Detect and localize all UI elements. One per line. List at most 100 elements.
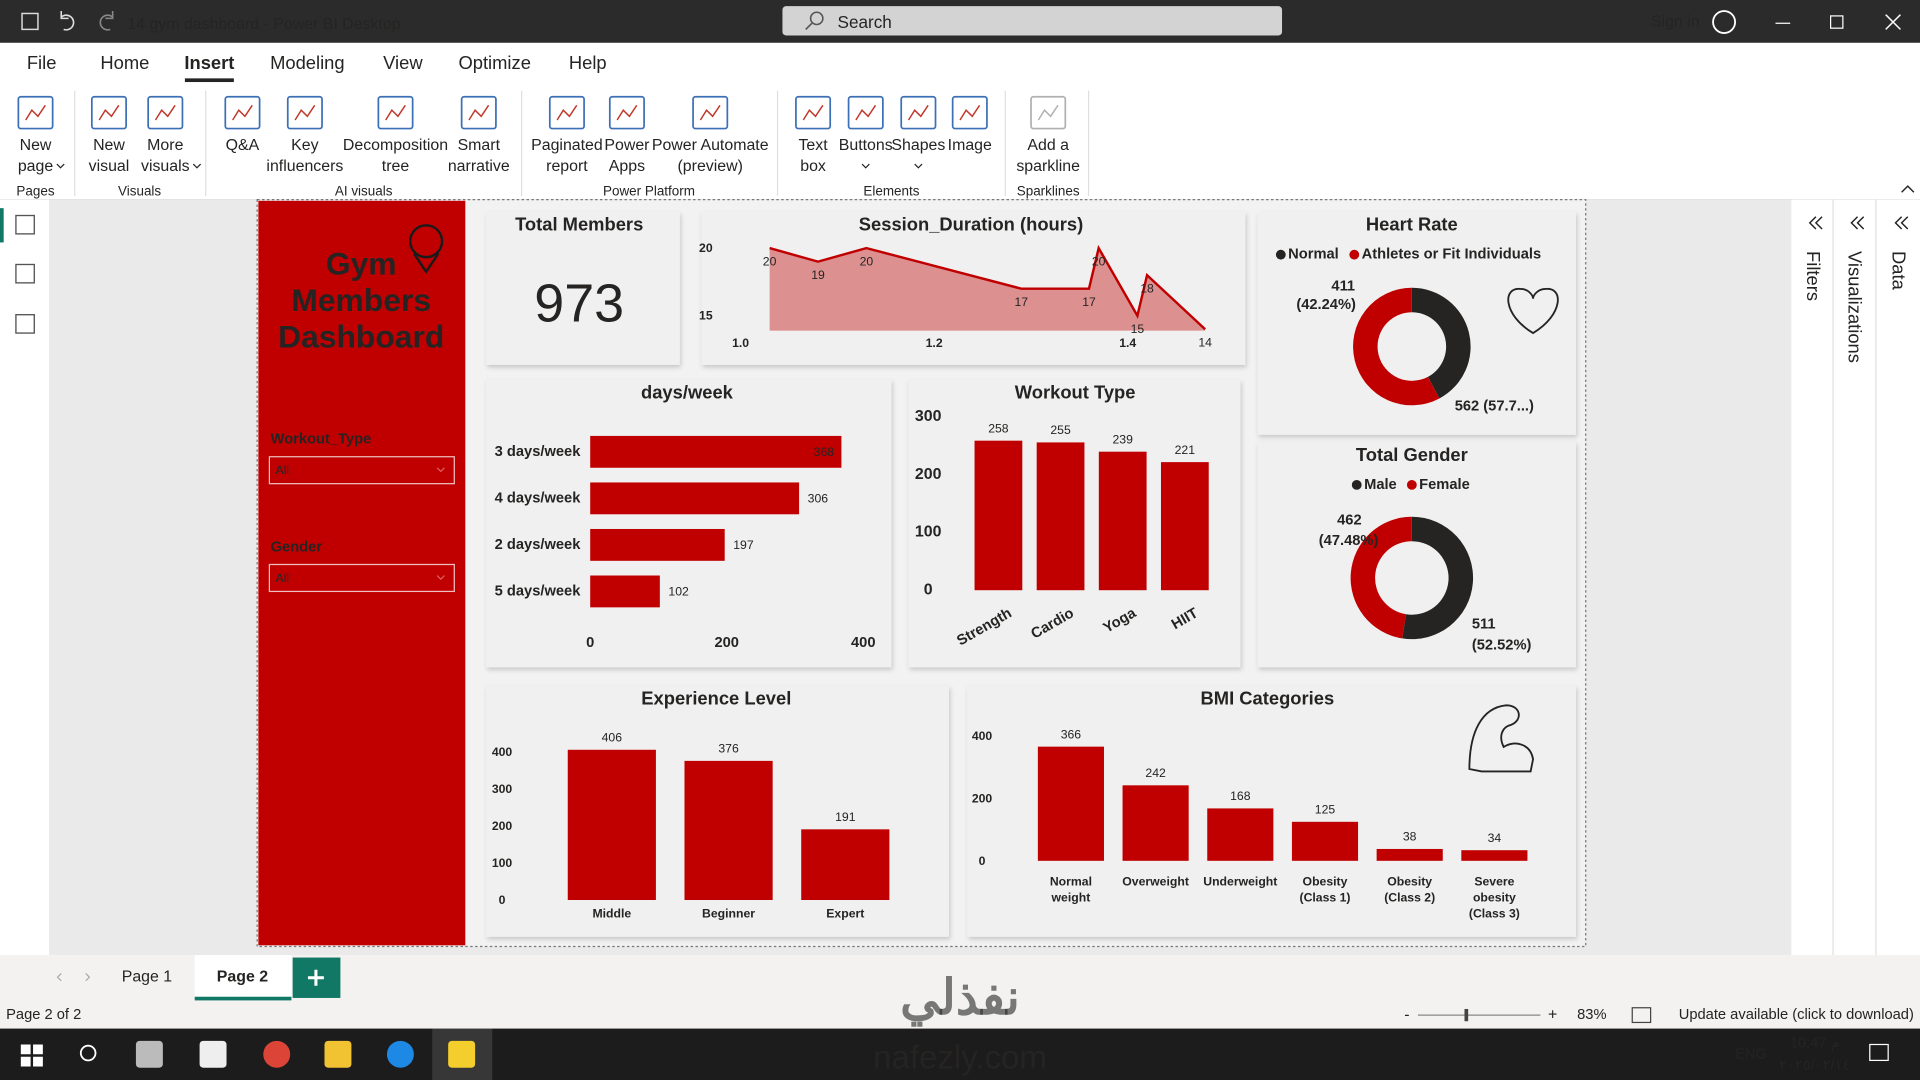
page-tab[interactable]: Page 1 (122, 969, 173, 986)
taskbar-app[interactable] (135, 1040, 163, 1068)
data-label: 462 (47.48%) (1319, 512, 1379, 549)
ribbon-button-label[interactable]: visuals (141, 158, 190, 175)
ribbon-button-label[interactable]: narrative (448, 158, 510, 175)
sign-in[interactable]: Sign in (1651, 14, 1700, 31)
chart-title: Total Gender (1356, 444, 1468, 465)
category-label: 3 days/week (495, 444, 582, 460)
fit-page[interactable] (1631, 1007, 1652, 1024)
taskbar-app[interactable] (448, 1040, 476, 1068)
ribbon-button-label[interactable]: Image (948, 137, 992, 154)
sidebar (258, 200, 466, 946)
notifications[interactable] (1869, 1043, 1889, 1062)
ribbon-group-label: Pages (16, 184, 54, 199)
ribbon-button-label[interactable]: New (93, 137, 125, 154)
ribbon-button-label[interactable]: page (18, 158, 54, 175)
donut-slice (1350, 516, 1412, 639)
ribbon-button-label[interactable]: Power Automate (652, 137, 769, 154)
ribbon-button-label[interactable]: Shapes (891, 137, 945, 154)
data-label: 562 (57.7...) (1455, 399, 1534, 415)
y-tick-label: 400 (492, 745, 513, 759)
pane-expand[interactable] (1850, 216, 1865, 230)
ribbon-button-label[interactable]: More (147, 137, 183, 154)
bar (1098, 451, 1147, 591)
nav-icon[interactable] (15, 314, 35, 334)
pane-label[interactable]: Visualizations (1845, 251, 1866, 363)
slicer-value: All (276, 571, 290, 585)
ribbon-button-label[interactable]: report (546, 158, 588, 175)
slicer-dropdown[interactable] (268, 456, 455, 485)
ribbon-button-label[interactable]: Apps (609, 158, 645, 175)
menu-item[interactable]: Help (569, 52, 607, 73)
menu-item[interactable]: Modeling (270, 52, 345, 73)
ribbon-button-label[interactable]: Q&A (226, 137, 260, 154)
category-label: 5 days/week (495, 583, 582, 599)
tab-nav[interactable] (56, 973, 91, 982)
ribbon-icon (1030, 95, 1067, 130)
pane-label[interactable]: Filters (1803, 251, 1824, 301)
menu-item[interactable]: File (27, 52, 57, 73)
ribbon-button-label[interactable]: New (20, 137, 52, 154)
pane-expand[interactable] (1808, 216, 1823, 230)
zoom-in[interactable]: + (1548, 1007, 1557, 1024)
data-label: 406 (602, 731, 623, 745)
slicer-dropdown[interactable] (268, 563, 455, 593)
ribbon-button-label[interactable]: influencers (266, 158, 343, 175)
ribbon-button-label[interactable]: Paginated (531, 137, 603, 154)
slicer-chevron (436, 467, 445, 473)
update-notice[interactable]: Update available (click to download) (1679, 1007, 1914, 1023)
ribbon-button-label[interactable]: Power (604, 137, 650, 154)
taskbar-app[interactable] (324, 1040, 352, 1068)
start-button[interactable] (20, 1044, 43, 1067)
category-label: Overweight (1122, 875, 1189, 889)
area-line (769, 244, 1206, 331)
taskbar-app[interactable] (263, 1040, 291, 1068)
ribbon-group-label: AI visuals (335, 184, 393, 199)
category-label: Normal weight (1050, 875, 1092, 905)
ribbon-icon-detail (556, 104, 578, 121)
search-box[interactable] (782, 6, 1283, 36)
data-label: 191 (835, 810, 856, 824)
ribbon-button-label[interactable]: Text (798, 137, 828, 154)
pane-expand[interactable] (1894, 216, 1909, 230)
collapse-ribbon[interactable] (1901, 185, 1915, 193)
category-label: Middle (592, 906, 631, 920)
page-tab[interactable]: Page 2 (217, 969, 268, 986)
ribbon (0, 42, 1920, 200)
taskbar-app[interactable] (199, 1040, 227, 1068)
menu-item[interactable]: Home (100, 52, 149, 73)
data-label: 17 (1014, 295, 1028, 309)
slicer-label: Workout_Type (271, 432, 372, 448)
slicer-value: All (276, 463, 290, 477)
search-taskbar[interactable] (79, 1044, 97, 1062)
ribbon-button-label[interactable]: visual (89, 158, 130, 175)
x-tick-label: 400 (851, 635, 876, 651)
y-tick-label: 15 (699, 309, 713, 323)
zoom-thumb[interactable] (1464, 1008, 1469, 1022)
data-label: 34 (1488, 831, 1502, 845)
taskbar-app[interactable] (386, 1040, 414, 1068)
ribbon-button-label[interactable]: Buttons (839, 137, 893, 154)
data-label: 366 (1061, 727, 1082, 741)
close[interactable] (1885, 14, 1901, 30)
zoom-out[interactable]: - (1404, 1007, 1409, 1024)
bar (974, 440, 1023, 591)
ribbon-button-label[interactable]: Smart (458, 137, 501, 154)
menu-item[interactable]: View (383, 52, 423, 73)
ribbon-button-label[interactable]: tree (382, 158, 410, 175)
right-panes (1791, 199, 1920, 956)
ribbon-button-label[interactable]: Key (291, 137, 318, 154)
nav-icon[interactable] (15, 214, 35, 235)
menu-item[interactable]: Insert (184, 52, 234, 73)
ribbon-button-label[interactable]: (preview) (678, 158, 743, 175)
menu-item[interactable]: Optimize (458, 52, 530, 73)
ribbon-icon (900, 95, 937, 130)
ribbon-button-label[interactable]: Decomposition (343, 137, 448, 154)
restore[interactable] (1830, 15, 1844, 29)
ribbon-button-label[interactable]: box (800, 158, 826, 175)
ribbon-group-label: Visuals (118, 184, 161, 199)
data-label: 20 (1092, 255, 1106, 269)
pane-label[interactable]: Data (1889, 251, 1910, 291)
legend-label: Athletes or Fit Individuals (1362, 247, 1542, 263)
nav-icon[interactable] (15, 263, 35, 284)
bar (1376, 848, 1443, 861)
